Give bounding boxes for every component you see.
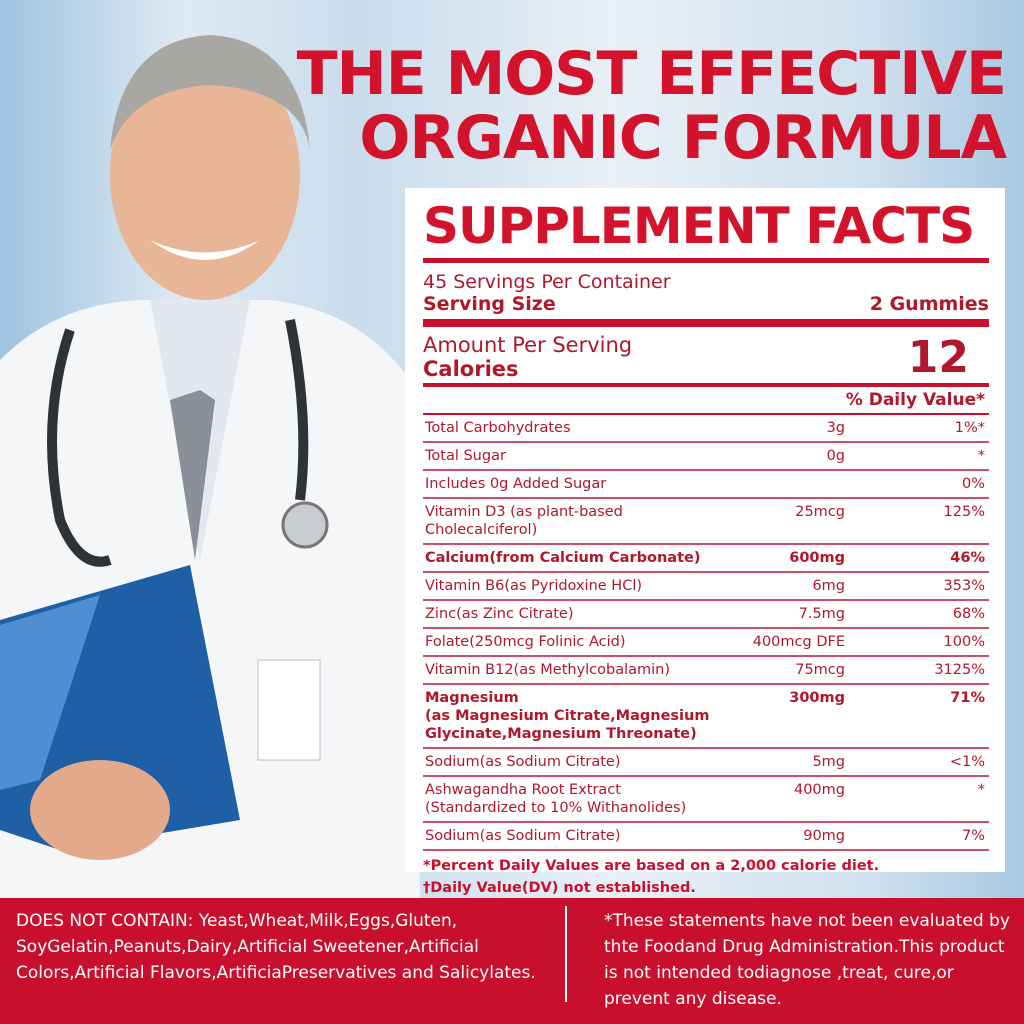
nutrient-row: Total Sugar 0g *: [423, 443, 989, 471]
nutrient-name: Vitamin D3 (as plant-based Cholecalcifer…: [425, 504, 623, 538]
nutrient-amount: 3g: [826, 420, 845, 436]
nutrient-row: Ashwagandha Root Extract (Standardized t…: [423, 777, 989, 823]
nutrient-amount: [715, 475, 845, 493]
nutrient-daily-value: 353%: [943, 578, 985, 594]
amount-per-serving-label: Amount Per Serving: [423, 333, 633, 357]
nutrient-daily-value: 1%*: [954, 420, 985, 436]
nutrient-amount: 300mg: [789, 690, 845, 706]
calories-row: Amount Per Serving Calories 12: [423, 327, 989, 387]
nutrient-daily-value: *: [977, 448, 985, 464]
nutrient-amount: 90mg: [803, 828, 845, 844]
nutrient-name: Total Sugar: [425, 448, 506, 464]
band-divider: [565, 906, 567, 1002]
footnote-daily-values: *Percent Daily Values are based on a 2,0…: [423, 858, 880, 874]
nutrient-name: Zinc(as Zinc Citrate): [425, 606, 574, 622]
nutrient-daily-value: 125%: [943, 504, 985, 520]
headline-line-1: THE MOST EFFECTIVE: [296, 39, 1007, 109]
nutrient-amount: 600mg: [789, 550, 845, 566]
footnotes: *Percent Daily Values are based on a 2,0…: [423, 855, 989, 899]
nutrient-name: Folate(250mcg Folinic Acid): [425, 634, 626, 650]
does-not-contain-text: DOES NOT CONTAIN: Yeast,Wheat,Milk,Eggs,…: [16, 911, 536, 983]
nutrient-row: Sodium(as Sodium Citrate) 90mg 7%: [423, 823, 989, 851]
nutrient-row: Vitamin D3 (as plant-based Cholecalcifer…: [423, 499, 989, 545]
calories-value: 12: [907, 332, 969, 383]
nutrient-daily-value: 68%: [952, 606, 985, 622]
nutrient-daily-value: *: [977, 782, 985, 798]
nutrient-daily-value: 46%: [950, 550, 985, 566]
nutrient-row: Folate(250mcg Folinic Acid) 400mcg DFE 100…: [423, 629, 989, 657]
nutrient-row: Sodium(as Sodium Citrate) 5mg <1%: [423, 749, 989, 777]
serving-size-value: 2 Gummies: [869, 293, 989, 315]
nutrient-name: Sodium(as Sodium Citrate): [425, 754, 621, 770]
headline: THE MOST EFFECTIVE ORGANIC FORMULA: [296, 39, 1007, 173]
nutrient-name: Calcium(from Calcium Carbonate): [425, 550, 701, 566]
nutrient-daily-value: 3125%: [934, 662, 985, 678]
nutrient-name: Includes 0g Added Sugar: [425, 476, 607, 492]
disclaimer-band: DOES NOT CONTAIN: Yeast,Wheat,Milk,Eggs,…: [0, 898, 1024, 1024]
nutrient-amount: 0g: [826, 448, 845, 464]
doctor-photo: [0, 35, 420, 900]
nutrient-name: Ashwagandha Root Extract (Standardized t…: [425, 782, 687, 816]
nutrient-amount: 6mg: [812, 578, 845, 594]
nutrient-amount: 400mg: [793, 782, 845, 798]
supplement-facts-panel: SUPPLEMENT FACTS 45 Servings Per Contain…: [405, 188, 1005, 896]
nutrient-row: Total Carbohydrates 3g 1%*: [423, 415, 989, 443]
nutrient-row: Vitamin B12(as Methylcobalamin) 75mcg 3125…: [423, 657, 989, 685]
nutrient-row: Magnesium (as Magnesium Citrate,Magnesiu…: [423, 685, 989, 749]
serving-size-label: Serving Size: [423, 293, 556, 315]
fda-disclaimer-text: *These statements have not been evaluate…: [604, 911, 1010, 1009]
nutrient-table: Total Carbohydrates 3g 1%* Total Sugar 0g * In…: [423, 415, 989, 851]
nutrient-amount: 7.5mg: [798, 606, 845, 622]
nutrient-name: Sodium(as Sodium Citrate): [425, 828, 621, 844]
nutrient-row: Zinc(as Zinc Citrate) 7.5mg 68%: [423, 601, 989, 629]
daily-value-header: % Daily Value*: [423, 387, 989, 415]
nutrient-daily-value: 100%: [943, 634, 985, 650]
nutrient-name: Total Carbohydrates: [425, 420, 571, 436]
nutrient-amount: 400mcg DFE: [752, 634, 845, 650]
nutrient-amount: 25mcg: [795, 504, 845, 520]
nutrient-name: Vitamin B12(as Methylcobalamin): [425, 662, 671, 678]
footnote-dv-not-established: †Daily Value(DV) not established.: [423, 880, 696, 896]
headline-line-2: ORGANIC FORMULA: [359, 103, 1007, 173]
nutrient-amount: 5mg: [812, 754, 845, 770]
calories-label: Calories: [423, 357, 519, 381]
nutrient-row: Vitamin B6(as Pyridoxine HCl) 6mg 353%: [423, 573, 989, 601]
nutrient-daily-value: 71%: [950, 690, 985, 706]
nutrient-amount: 75mcg: [795, 662, 845, 678]
servings-per-container: 45 Servings Per Container: [423, 271, 671, 293]
serving-size-row: Serving Size 2 Gummies: [423, 293, 989, 327]
nutrient-daily-value: 0%: [961, 476, 985, 492]
nutrient-daily-value: <1%: [949, 754, 985, 770]
nutrient-name: Vitamin B6(as Pyridoxine HCl): [425, 578, 643, 594]
supplement-facts-title: SUPPLEMENT FACTS: [423, 196, 989, 263]
nutrient-row: Calcium(from Calcium Carbonate) 600mg 46%: [423, 545, 989, 573]
nutrient-row: Includes 0g Added Sugar 0%: [423, 471, 989, 499]
nutrient-daily-value: 7%: [961, 828, 985, 844]
nutrient-name: Magnesium (as Magnesium Citrate,Magnesiu…: [425, 690, 710, 742]
